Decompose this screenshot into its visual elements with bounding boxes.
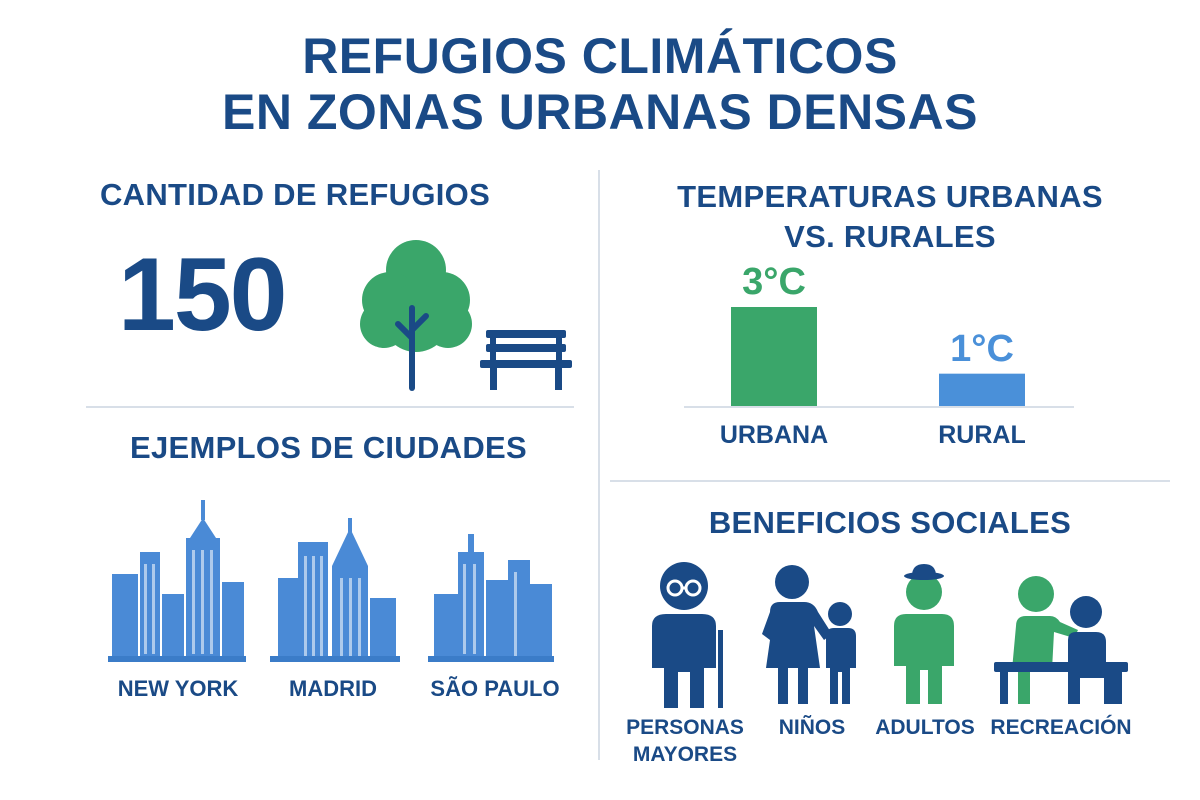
page-title-line-1: REFUGIOS CLIMÁTICOS [302,28,898,84]
beneficio-label-line-1: PERSONAS [626,716,744,739]
bar-urbana [731,307,817,407]
bar-rural [939,373,1025,407]
ciudades-heading: EJEMPLOS DE CIUDADES [130,430,528,465]
refugios-heading: CANTIDAD DE REFUGIOS [100,177,491,212]
skyline-icon [428,534,554,662]
page-title: REFUGIOS CLIMÁTICOS EN ZONAS URBANAS DEN… [0,28,1200,140]
skyline-icon [270,518,400,662]
left-horizontal-divider [86,406,574,408]
beneficio-label-personas-mayores: PERSONAS MAYORES [620,714,750,768]
beneficio-label-adultos: ADULTOS [862,714,988,741]
city-label-madrid: MADRID [289,676,377,701]
refugios-count: 150 [118,237,288,353]
temperaturas-heading: TEMPERATURAS URBANAS VS. RURALES [610,177,1170,257]
tree-icon [360,240,472,391]
beneficio-label-ninos: NIÑOS [752,714,872,741]
temperaturas-heading-line-2: VS. RURALES [784,219,996,254]
vertical-divider [598,170,600,760]
bar-category-label: URBANA [719,421,829,449]
beneficio-label-line-1: NIÑOS [778,716,846,739]
skyline-icon [108,500,246,662]
bench-icon [480,330,572,390]
elderly-person-icon [652,562,723,708]
bar-value-label: 1°C [950,327,1014,370]
temperature-bar-chart: 3°C 1°C URBANA RURAL [684,261,1074,452]
beneficios-heading: BENEFICIOS SOCIALES [708,505,1072,540]
beneficio-label-recreacion: RECREACIÓN [986,714,1136,741]
bar-value-label: 3°C [742,261,806,303]
parent-child-icon [762,565,856,704]
page-title-line-2: EN ZONAS URBANAS DENSAS [221,84,978,140]
beneficio-label-line-2: MAYORES [632,743,738,766]
beneficio-label-line-1: ADULTOS [875,716,975,739]
beneficio-label-line-1: RECREACIÓN [990,716,1132,739]
temperaturas-heading-line-1: TEMPERATURAS URBANAS [677,179,1103,214]
adult-person-icon [894,564,954,704]
bar-category-label: RURAL [938,421,1026,449]
temperature-chart-svg [684,307,1074,408]
right-horizontal-divider [610,480,1170,482]
people-on-bench-icon [994,576,1128,704]
city-label-sao-paulo: SÃO PAULO [430,676,560,701]
city-label-new-york: NEW YORK [117,676,239,701]
